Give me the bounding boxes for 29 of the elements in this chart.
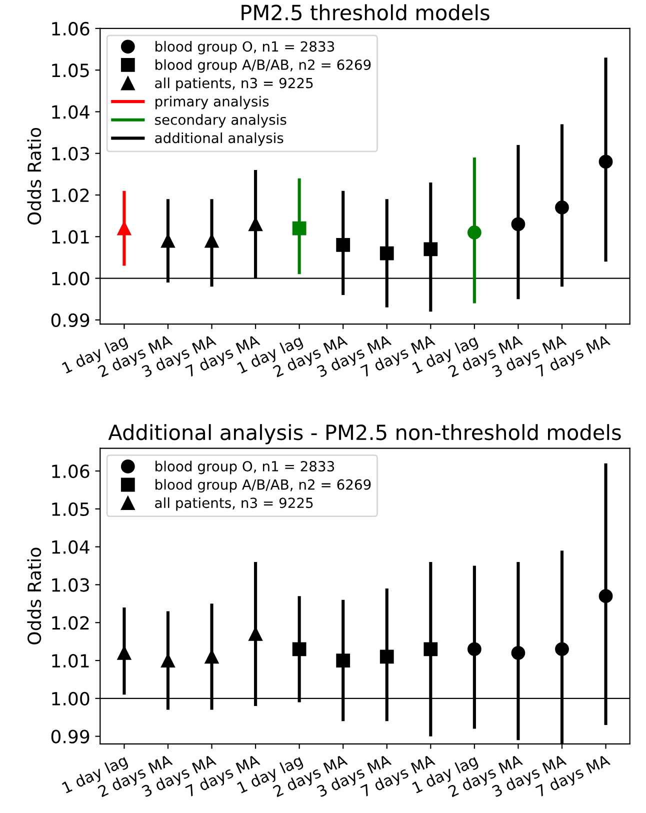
y-tick-label: 0.99 bbox=[51, 730, 90, 744]
legend-label: all patients, n3 = 9225 bbox=[155, 497, 313, 511]
y-tick-label: 1.01 bbox=[52, 654, 89, 668]
y-tick-label: 1.04 bbox=[52, 105, 90, 119]
y-tick-label: 1.06 bbox=[52, 464, 90, 478]
legend-label: blood group A/B/AB, n2 = 6269 bbox=[156, 59, 371, 73]
y-tick-label: 1.02 bbox=[52, 188, 89, 202]
legend-label: additional analysis bbox=[155, 132, 284, 146]
legend-label: secondary analysis bbox=[155, 114, 286, 128]
legend-label: blood group O, n1 = 2833 bbox=[156, 460, 334, 474]
y-tick-label: 1.05 bbox=[52, 64, 89, 78]
y-tick-label: 1.01 bbox=[52, 230, 89, 244]
y-axis-title: Odds Ratio bbox=[27, 548, 42, 644]
legend-label: blood group A/B/AB, n2 = 6269 bbox=[156, 479, 371, 493]
y-tick-label: 0.99 bbox=[51, 313, 90, 328]
y-tick-label: 1.00 bbox=[52, 272, 90, 286]
chart-title: Additional analysis - PM2.5 non-threshold models bbox=[108, 424, 621, 444]
y-tick-label: 1.03 bbox=[52, 578, 89, 592]
y-tick-label: 1.03 bbox=[52, 146, 89, 160]
legend-label: all patients, n3 = 9225 bbox=[155, 78, 313, 92]
y-tick-label: 1.02 bbox=[52, 616, 89, 630]
legend-label: primary analysis bbox=[156, 96, 269, 110]
y-axis-title: Odds Ratio bbox=[27, 128, 42, 225]
y-tick-label: 1.04 bbox=[52, 540, 90, 554]
y-tick-label: 1.06 bbox=[52, 22, 90, 36]
y-tick-label: 1.05 bbox=[52, 502, 89, 516]
legend-label: blood group O, n1 = 2833 bbox=[156, 40, 334, 54]
y-tick-label: 1.00 bbox=[52, 692, 90, 706]
chart-title: PM2.5 threshold models bbox=[242, 4, 490, 20]
